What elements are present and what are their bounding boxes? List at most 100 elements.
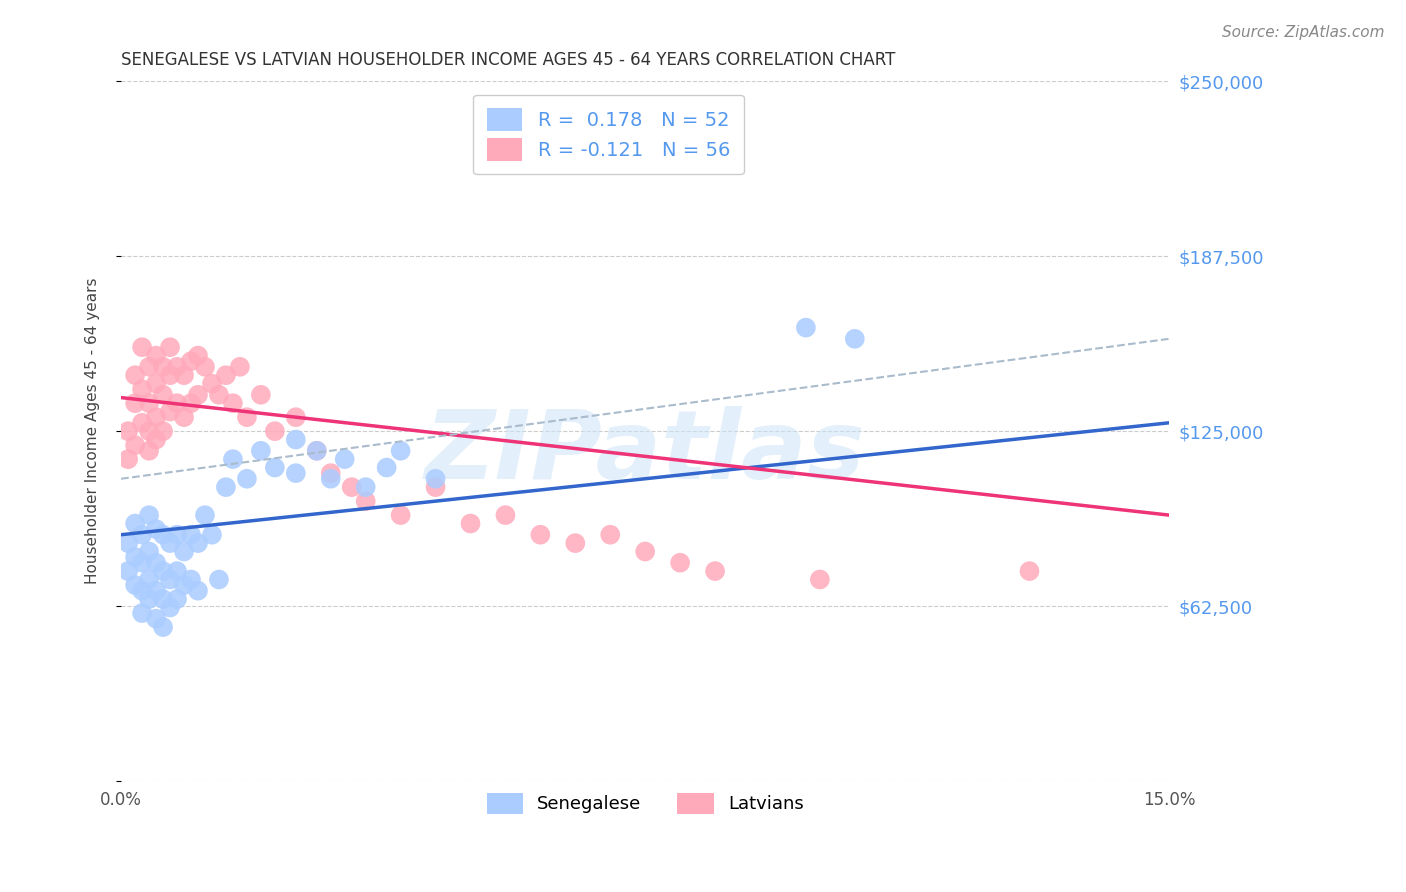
Point bbox=[599, 527, 621, 541]
Point bbox=[208, 388, 231, 402]
Point bbox=[173, 368, 195, 383]
Point bbox=[529, 527, 551, 541]
Point bbox=[166, 396, 188, 410]
Point bbox=[389, 443, 412, 458]
Point bbox=[117, 452, 139, 467]
Point bbox=[152, 527, 174, 541]
Point bbox=[844, 332, 866, 346]
Point bbox=[236, 472, 259, 486]
Point bbox=[166, 564, 188, 578]
Point bbox=[152, 424, 174, 438]
Point bbox=[138, 573, 160, 587]
Point bbox=[152, 620, 174, 634]
Point bbox=[152, 564, 174, 578]
Point bbox=[284, 410, 307, 425]
Point bbox=[145, 583, 167, 598]
Point bbox=[145, 612, 167, 626]
Point bbox=[794, 320, 817, 334]
Point bbox=[229, 359, 252, 374]
Text: SENEGALESE VS LATVIAN HOUSEHOLDER INCOME AGES 45 - 64 YEARS CORRELATION CHART: SENEGALESE VS LATVIAN HOUSEHOLDER INCOME… bbox=[121, 51, 896, 69]
Point bbox=[138, 359, 160, 374]
Point bbox=[319, 466, 342, 480]
Point bbox=[145, 349, 167, 363]
Point bbox=[340, 480, 363, 494]
Point bbox=[236, 410, 259, 425]
Point bbox=[319, 472, 342, 486]
Point bbox=[124, 550, 146, 565]
Point bbox=[250, 388, 273, 402]
Point bbox=[138, 443, 160, 458]
Point bbox=[131, 416, 153, 430]
Point bbox=[152, 388, 174, 402]
Point bbox=[124, 578, 146, 592]
Point bbox=[159, 404, 181, 418]
Point bbox=[425, 472, 447, 486]
Point bbox=[263, 424, 285, 438]
Point bbox=[215, 480, 238, 494]
Point bbox=[138, 544, 160, 558]
Point bbox=[131, 340, 153, 354]
Point bbox=[284, 433, 307, 447]
Point bbox=[425, 480, 447, 494]
Point bbox=[117, 564, 139, 578]
Legend: Senegalese, Latvians: Senegalese, Latvians bbox=[475, 782, 814, 824]
Point bbox=[208, 573, 231, 587]
Point bbox=[166, 592, 188, 607]
Point bbox=[131, 527, 153, 541]
Point bbox=[145, 556, 167, 570]
Point bbox=[201, 376, 224, 391]
Point bbox=[704, 564, 727, 578]
Point bbox=[138, 396, 160, 410]
Point bbox=[145, 410, 167, 425]
Point bbox=[166, 527, 188, 541]
Point bbox=[180, 573, 202, 587]
Point bbox=[180, 354, 202, 368]
Point bbox=[201, 527, 224, 541]
Point bbox=[634, 544, 657, 558]
Point bbox=[215, 368, 238, 383]
Point bbox=[194, 359, 217, 374]
Point bbox=[138, 592, 160, 607]
Point bbox=[166, 359, 188, 374]
Point bbox=[124, 396, 146, 410]
Point bbox=[124, 516, 146, 531]
Point bbox=[1018, 564, 1040, 578]
Point bbox=[124, 368, 146, 383]
Text: ZIPatlas: ZIPatlas bbox=[425, 406, 866, 499]
Point bbox=[152, 592, 174, 607]
Point bbox=[250, 443, 273, 458]
Point bbox=[354, 480, 377, 494]
Point bbox=[187, 536, 209, 550]
Text: Source: ZipAtlas.com: Source: ZipAtlas.com bbox=[1222, 25, 1385, 40]
Point bbox=[159, 573, 181, 587]
Point bbox=[194, 508, 217, 522]
Point bbox=[494, 508, 516, 522]
Point bbox=[145, 433, 167, 447]
Point bbox=[145, 522, 167, 536]
Point bbox=[131, 382, 153, 396]
Point bbox=[180, 527, 202, 541]
Point bbox=[222, 452, 245, 467]
Point bbox=[131, 606, 153, 620]
Point bbox=[222, 396, 245, 410]
Point bbox=[138, 508, 160, 522]
Point bbox=[145, 376, 167, 391]
Point bbox=[124, 438, 146, 452]
Point bbox=[131, 556, 153, 570]
Point bbox=[564, 536, 586, 550]
Point bbox=[173, 578, 195, 592]
Point bbox=[159, 600, 181, 615]
Point bbox=[152, 359, 174, 374]
Point bbox=[173, 544, 195, 558]
Point bbox=[159, 368, 181, 383]
Point bbox=[669, 556, 692, 570]
Point bbox=[117, 424, 139, 438]
Point bbox=[305, 443, 328, 458]
Point bbox=[187, 388, 209, 402]
Point bbox=[389, 508, 412, 522]
Y-axis label: Householder Income Ages 45 - 64 years: Householder Income Ages 45 - 64 years bbox=[86, 278, 100, 584]
Point bbox=[375, 460, 398, 475]
Point bbox=[180, 396, 202, 410]
Point bbox=[173, 410, 195, 425]
Point bbox=[159, 536, 181, 550]
